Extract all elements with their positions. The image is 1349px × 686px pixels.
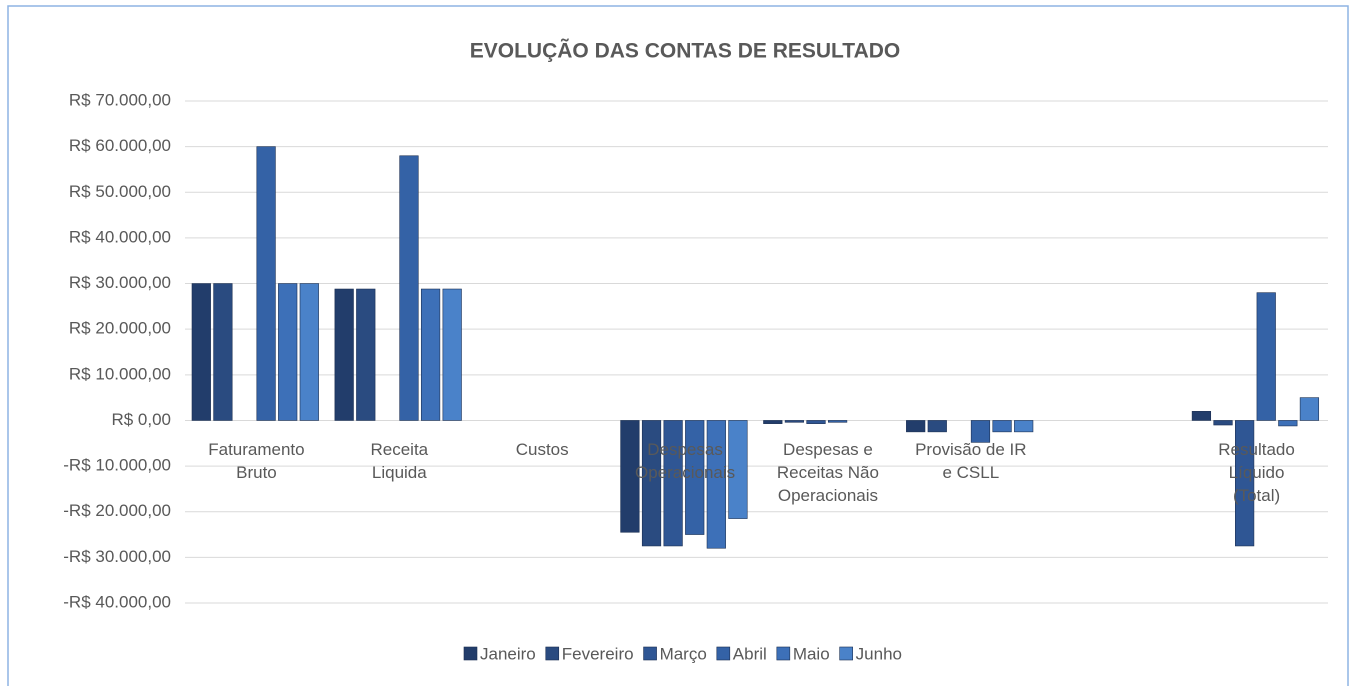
bar: [641, 420, 662, 547]
chart-title: EVOLUÇÃO DAS CONTAS DE RESULTADO: [470, 40, 901, 63]
legend-swatch: [716, 646, 731, 661]
legend-label: Março: [660, 644, 707, 663]
x-tick-label: Custos: [516, 440, 569, 459]
bar: [399, 155, 419, 421]
bar: [442, 288, 462, 421]
legend-label: Abril: [733, 644, 767, 663]
bar: [728, 420, 748, 519]
y-tick-label: R$ 10.000,00: [69, 364, 171, 383]
bar: [992, 420, 1012, 433]
x-tick-label: Faturamento Bruto: [208, 440, 304, 482]
bar: [685, 420, 705, 535]
legend-swatch: [545, 646, 560, 661]
y-tick-label: R$ 70.000,00: [69, 90, 171, 109]
y-tick-label: R$ 20.000,00: [69, 319, 171, 338]
y-tick-label: R$ 50.000,00: [69, 182, 171, 201]
y-tick-label: -R$ 10.000,00: [63, 456, 171, 475]
bar: [278, 283, 298, 421]
x-tick-label: Provisão de IR e CSLL: [915, 440, 1027, 482]
bar: [1014, 420, 1034, 433]
legend-label: Maio: [793, 644, 830, 663]
legend-swatch: [463, 646, 478, 661]
legend-swatch: [643, 646, 657, 661]
x-tick-label: Receita Liquida: [370, 440, 428, 482]
x-tick-label: Resultado Líquido (Total): [1218, 440, 1295, 505]
legend-label: Fevereiro: [562, 644, 634, 663]
x-tick-label: Despesas Operacionais: [635, 440, 735, 482]
bar: [784, 420, 804, 423]
bar: [1191, 411, 1212, 421]
y-tick-label: R$ 60.000,00: [69, 136, 171, 155]
bar: [663, 420, 683, 547]
bar: [191, 283, 211, 421]
legend-swatch: [839, 646, 853, 661]
bar: [1235, 420, 1255, 547]
bar: [334, 288, 354, 421]
bar: [1278, 420, 1298, 427]
bar: [1213, 420, 1233, 426]
bar: [763, 420, 783, 424]
y-tick-label: -R$ 30.000,00: [63, 547, 171, 566]
y-tick-label: -R$ 40.000,00: [63, 592, 171, 611]
legend-label: Junho: [856, 644, 902, 663]
bar: [927, 420, 947, 433]
y-tick-label: R$ 40.000,00: [69, 227, 171, 246]
x-tick-label: Despesas e Receitas Não Operacionais: [777, 440, 879, 505]
legend-swatch: [776, 646, 791, 661]
bar: [256, 146, 276, 421]
y-tick-label: -R$ 20.000,00: [63, 501, 171, 520]
bar: [827, 420, 848, 423]
bar: [620, 420, 640, 533]
legend: Janeiro Fevereiro Março Abril Maio Junho: [463, 644, 902, 663]
bar: [420, 288, 441, 421]
y-tick-label: R$ 0,00: [111, 410, 171, 429]
bar: [299, 283, 319, 421]
bar: [706, 420, 726, 549]
bar: [1256, 292, 1276, 421]
bar: [213, 283, 233, 421]
bar: [906, 420, 926, 433]
y-tick-label: R$ 30.000,00: [69, 273, 171, 292]
chart-frame: [7, 5, 1349, 686]
bar: [970, 420, 991, 443]
bar: [1299, 397, 1320, 421]
bar: [356, 288, 376, 421]
legend-label: Janeiro: [480, 644, 536, 663]
bar: [806, 420, 826, 424]
